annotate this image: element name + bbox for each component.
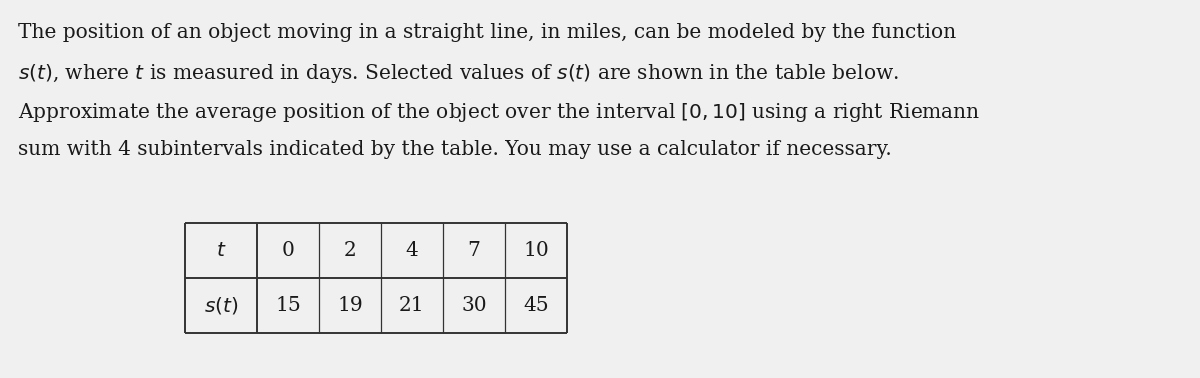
- Text: sum with 4 subintervals indicated by the table. You may use a calculator if nece: sum with 4 subintervals indicated by the…: [18, 139, 892, 159]
- Text: 2: 2: [343, 241, 356, 260]
- Text: $t$: $t$: [216, 241, 227, 260]
- Text: 19: 19: [337, 296, 362, 315]
- Text: $s(t)$: $s(t)$: [204, 295, 238, 316]
- Text: The position of an object moving in a straight line, in miles, can be modeled by: The position of an object moving in a st…: [18, 23, 956, 42]
- Text: Approximate the average position of the object over the interval $\left[0, 10\ri: Approximate the average position of the …: [18, 101, 980, 124]
- Text: 15: 15: [275, 296, 301, 315]
- Text: 30: 30: [461, 296, 487, 315]
- Text: 21: 21: [400, 296, 425, 315]
- Text: 4: 4: [406, 241, 419, 260]
- Text: 45: 45: [523, 296, 548, 315]
- Text: $s(t)$, where $t$ is measured in days. Selected values of $s(t)$ are shown in th: $s(t)$, where $t$ is measured in days. S…: [18, 62, 899, 85]
- Text: 0: 0: [282, 241, 294, 260]
- Text: 10: 10: [523, 241, 548, 260]
- Text: 7: 7: [468, 241, 480, 260]
